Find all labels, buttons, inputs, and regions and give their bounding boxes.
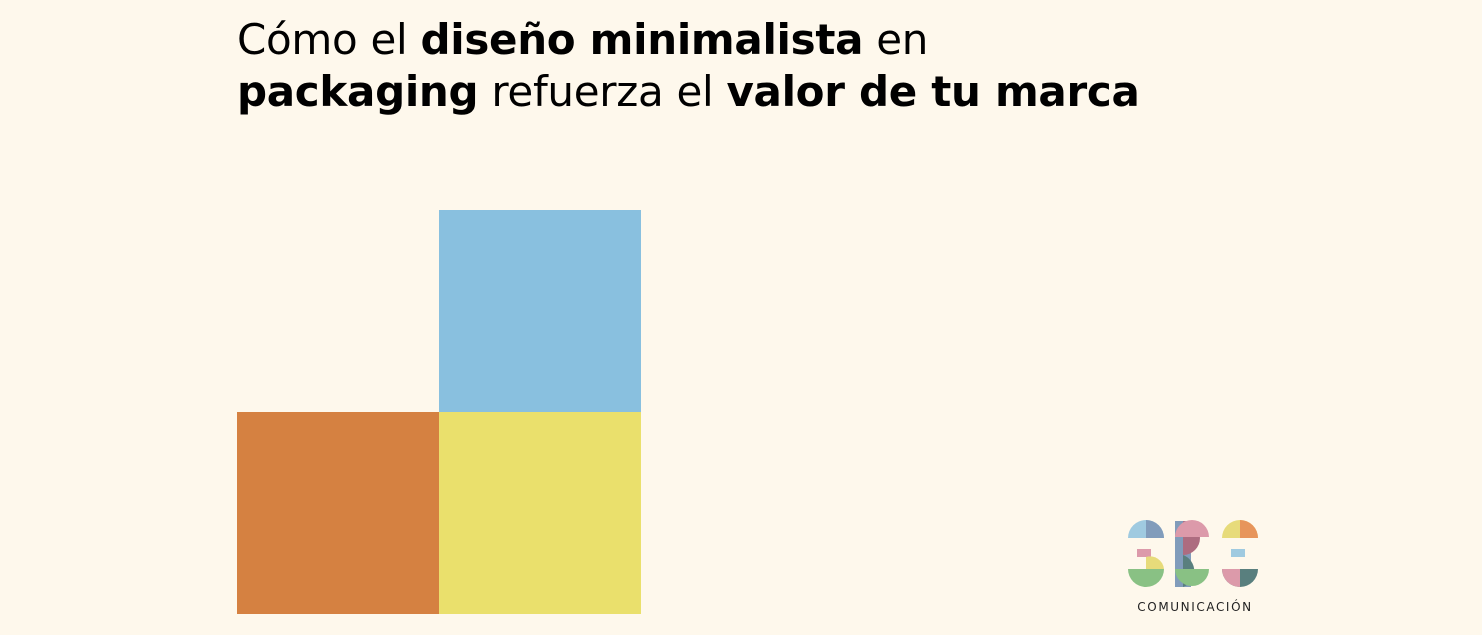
headline-emphasis: diseño minimalista bbox=[420, 15, 864, 64]
headline-emphasis: packaging bbox=[237, 67, 479, 116]
article-headline: Cómo el diseño minimalista en packaging … bbox=[237, 14, 1337, 118]
logo-mark-icon bbox=[1128, 520, 1258, 587]
headline-text: Cómo el bbox=[237, 15, 421, 64]
orange-square bbox=[237, 412, 439, 614]
headline-text: en bbox=[863, 15, 929, 64]
brand-logo: COMUNICACIÓN bbox=[1124, 516, 1266, 620]
headline-line-2: packaging refuerza el valor de tu marca bbox=[237, 66, 1337, 118]
headline-line-1: Cómo el diseño minimalista en bbox=[237, 14, 1337, 66]
headline-text: refuerza el bbox=[478, 67, 727, 116]
headline-emphasis: valor de tu marca bbox=[726, 67, 1140, 116]
blue-square bbox=[439, 210, 641, 412]
logo-caption: COMUNICACIÓN bbox=[1137, 600, 1253, 614]
yellow-square bbox=[439, 412, 641, 614]
